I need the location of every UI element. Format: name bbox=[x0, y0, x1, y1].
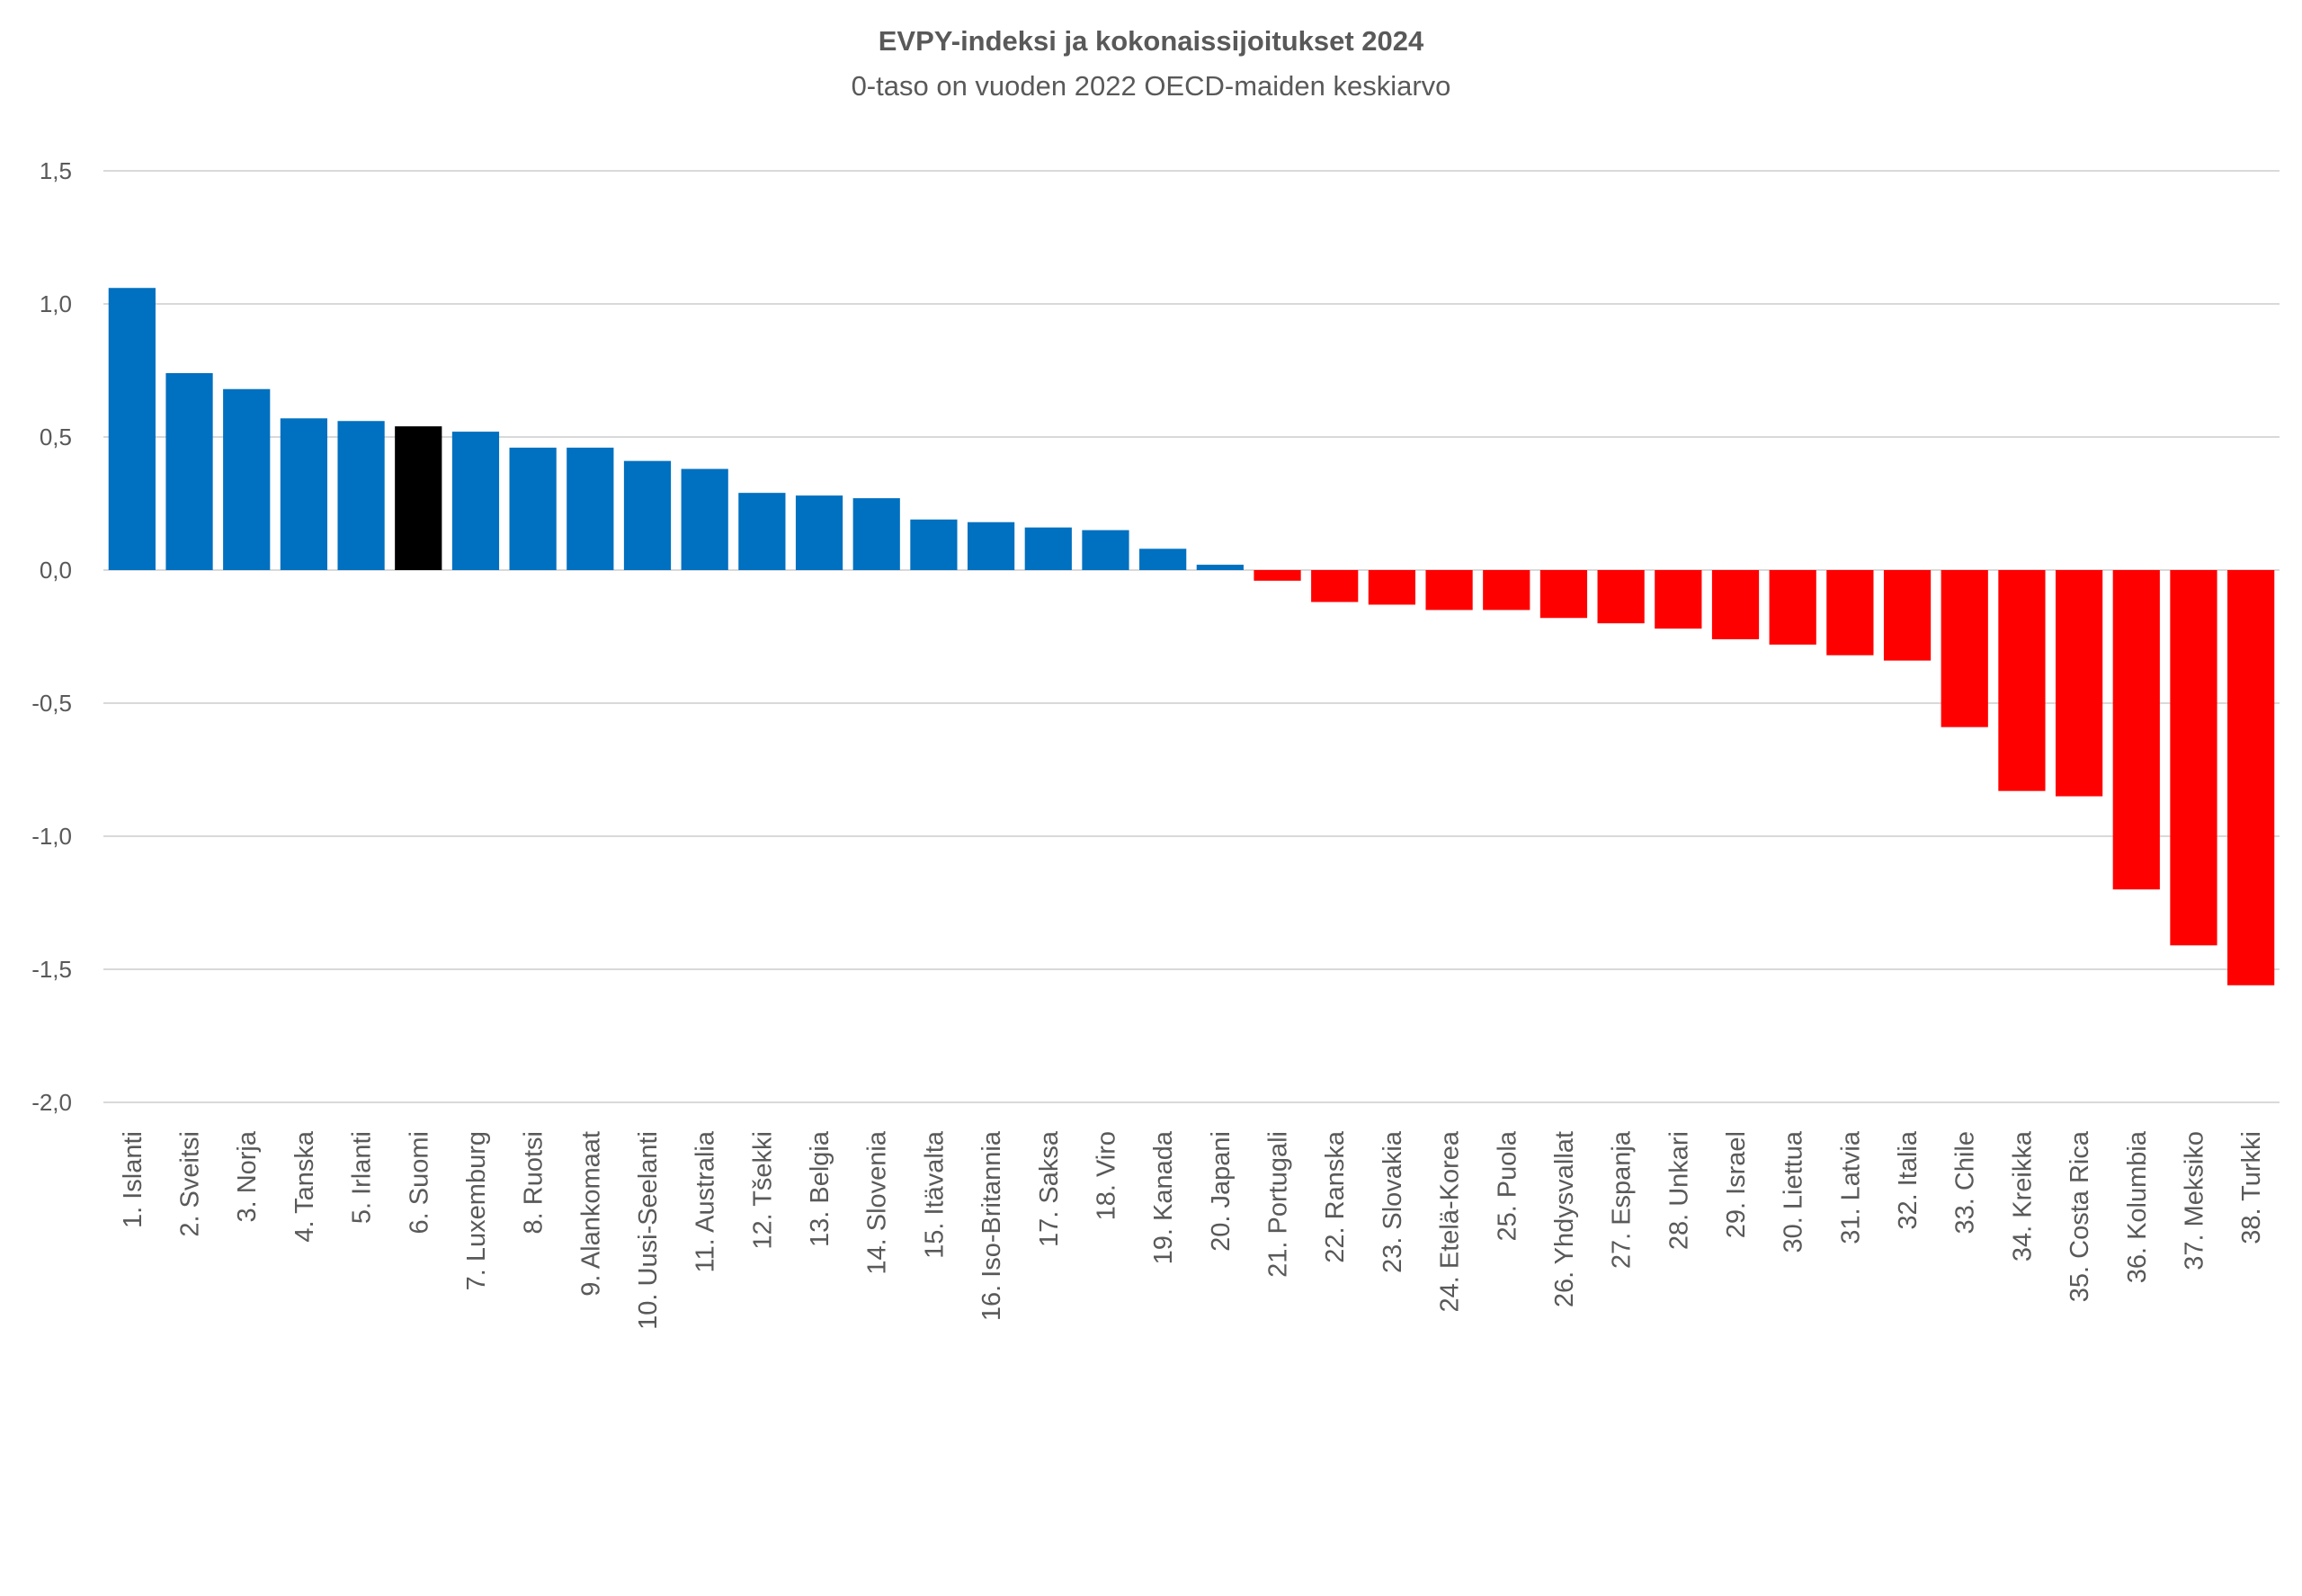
category-label: 34. Kreikka bbox=[2008, 1130, 2037, 1262]
category-label: 9. Alankomaat bbox=[576, 1131, 605, 1297]
x-axis-category-labels: 1. Islanti 2. Sveitsi 3. Norja 4. Tanska 5. … bbox=[119, 1130, 2266, 1330]
category-label: 14. Slovenia bbox=[863, 1130, 892, 1274]
category-label: 12. Tšekki bbox=[748, 1131, 777, 1250]
bar bbox=[852, 498, 900, 570]
bar bbox=[2112, 570, 2160, 890]
bar bbox=[1597, 570, 1645, 624]
category-label: 1. Islanti bbox=[119, 1131, 147, 1228]
bar bbox=[280, 418, 328, 570]
bar bbox=[451, 432, 500, 570]
y-axis-tick-labels: 1,5 1,0 0,5 0,0 -0,5 -1,0 -1,5 -2,0 bbox=[31, 157, 72, 1116]
category-label: 27. Espanja bbox=[1608, 1130, 1637, 1269]
bar bbox=[2055, 570, 2103, 797]
category-label: 35. Costa Rica bbox=[2066, 1130, 2094, 1302]
bar bbox=[1769, 570, 1816, 645]
bar bbox=[1941, 570, 1988, 727]
bar bbox=[165, 372, 213, 570]
category-label: 33. Chile bbox=[1951, 1131, 1980, 1234]
category-label: 20. Japani bbox=[1207, 1131, 1236, 1252]
bar bbox=[395, 426, 442, 570]
category-label: 31. Latvia bbox=[1836, 1130, 1865, 1244]
bar bbox=[1425, 570, 1473, 611]
category-label: 17. Saksa bbox=[1035, 1130, 1064, 1247]
bar bbox=[738, 493, 786, 570]
category-label: 30. Liettua bbox=[1780, 1130, 1808, 1253]
category-label: 6. Suomi bbox=[405, 1131, 433, 1234]
bar bbox=[1311, 570, 1359, 602]
bar bbox=[1254, 570, 1301, 581]
category-label: 29. Israel bbox=[1722, 1131, 1751, 1238]
bar bbox=[223, 388, 271, 570]
y-tick-label: -2,0 bbox=[31, 1089, 72, 1116]
bar bbox=[623, 460, 672, 570]
bar bbox=[1998, 570, 2046, 791]
bar bbox=[509, 447, 557, 570]
bar bbox=[910, 519, 958, 570]
bar bbox=[1883, 570, 1932, 661]
category-label: 7. Luxemburg bbox=[462, 1131, 491, 1290]
category-label: 26. Yhdysvallat bbox=[1550, 1131, 1579, 1307]
category-label: 19. Kanada bbox=[1149, 1130, 1178, 1264]
category-label: 25. Puola bbox=[1493, 1130, 1521, 1241]
category-label: 13. Belgia bbox=[806, 1130, 834, 1247]
bar bbox=[1139, 548, 1187, 570]
bar bbox=[1655, 570, 1702, 629]
y-tick-label: 1,5 bbox=[40, 157, 72, 184]
category-label: 5. Irlanti bbox=[348, 1131, 377, 1224]
y-tick-label: 1,0 bbox=[40, 290, 72, 317]
category-label: 8. Ruotsi bbox=[520, 1131, 549, 1234]
bar bbox=[1196, 565, 1244, 570]
y-tick-label: 0,0 bbox=[40, 557, 72, 584]
bar bbox=[108, 288, 156, 570]
category-label: 15. Itävalta bbox=[920, 1130, 949, 1259]
category-label: 18. Viro bbox=[1092, 1131, 1120, 1220]
category-label: 21. Portugali bbox=[1264, 1131, 1293, 1278]
bar bbox=[1483, 570, 1530, 611]
chart-subtitle: 0-taso on vuoden 2022 OECD-maiden keskia… bbox=[851, 70, 1451, 102]
y-tick-label: -1,5 bbox=[31, 956, 72, 983]
category-label: 3. Norja bbox=[233, 1130, 262, 1222]
y-tick-label: 0,5 bbox=[40, 424, 72, 450]
y-tick-label: -0,5 bbox=[31, 690, 72, 717]
category-label: 4. Tanska bbox=[290, 1130, 319, 1242]
bar bbox=[1082, 530, 1129, 570]
bar bbox=[1368, 570, 1416, 605]
bar bbox=[567, 447, 614, 570]
category-label: 36. Kolumbia bbox=[2123, 1130, 2152, 1283]
category-label: 22. Ranska bbox=[1321, 1130, 1350, 1263]
y-tick-label: -1,0 bbox=[31, 823, 72, 850]
category-label: 24. Etelä-Korea bbox=[1436, 1130, 1465, 1312]
bar bbox=[2170, 570, 2217, 946]
category-label: 37. Meksiko bbox=[2180, 1131, 2208, 1271]
category-label: 23. Slovakia bbox=[1379, 1130, 1407, 1273]
bar bbox=[1024, 527, 1072, 570]
bar bbox=[967, 522, 1015, 570]
bar bbox=[2227, 570, 2275, 985]
bar bbox=[1539, 570, 1588, 619]
bar bbox=[681, 468, 728, 570]
category-label: 38. Turkki bbox=[2237, 1131, 2266, 1244]
category-label: 10. Uusi-Seelanti bbox=[634, 1131, 663, 1330]
chart-title: EVPY-indeksi ja kokonaissijoitukset 2024 bbox=[878, 25, 1424, 57]
category-label: 32. Italia bbox=[1894, 1130, 1923, 1229]
category-label: 2. Sveitsi bbox=[176, 1131, 205, 1237]
category-label: 16. Iso-Britannia bbox=[977, 1130, 1006, 1321]
bar bbox=[795, 495, 843, 570]
category-label: 28. Unkari bbox=[1664, 1131, 1693, 1250]
bar bbox=[1826, 570, 1874, 655]
bar bbox=[1711, 570, 1760, 639]
bar bbox=[337, 421, 385, 570]
bars bbox=[108, 288, 2275, 985]
category-label: 11. Australia bbox=[691, 1130, 720, 1272]
